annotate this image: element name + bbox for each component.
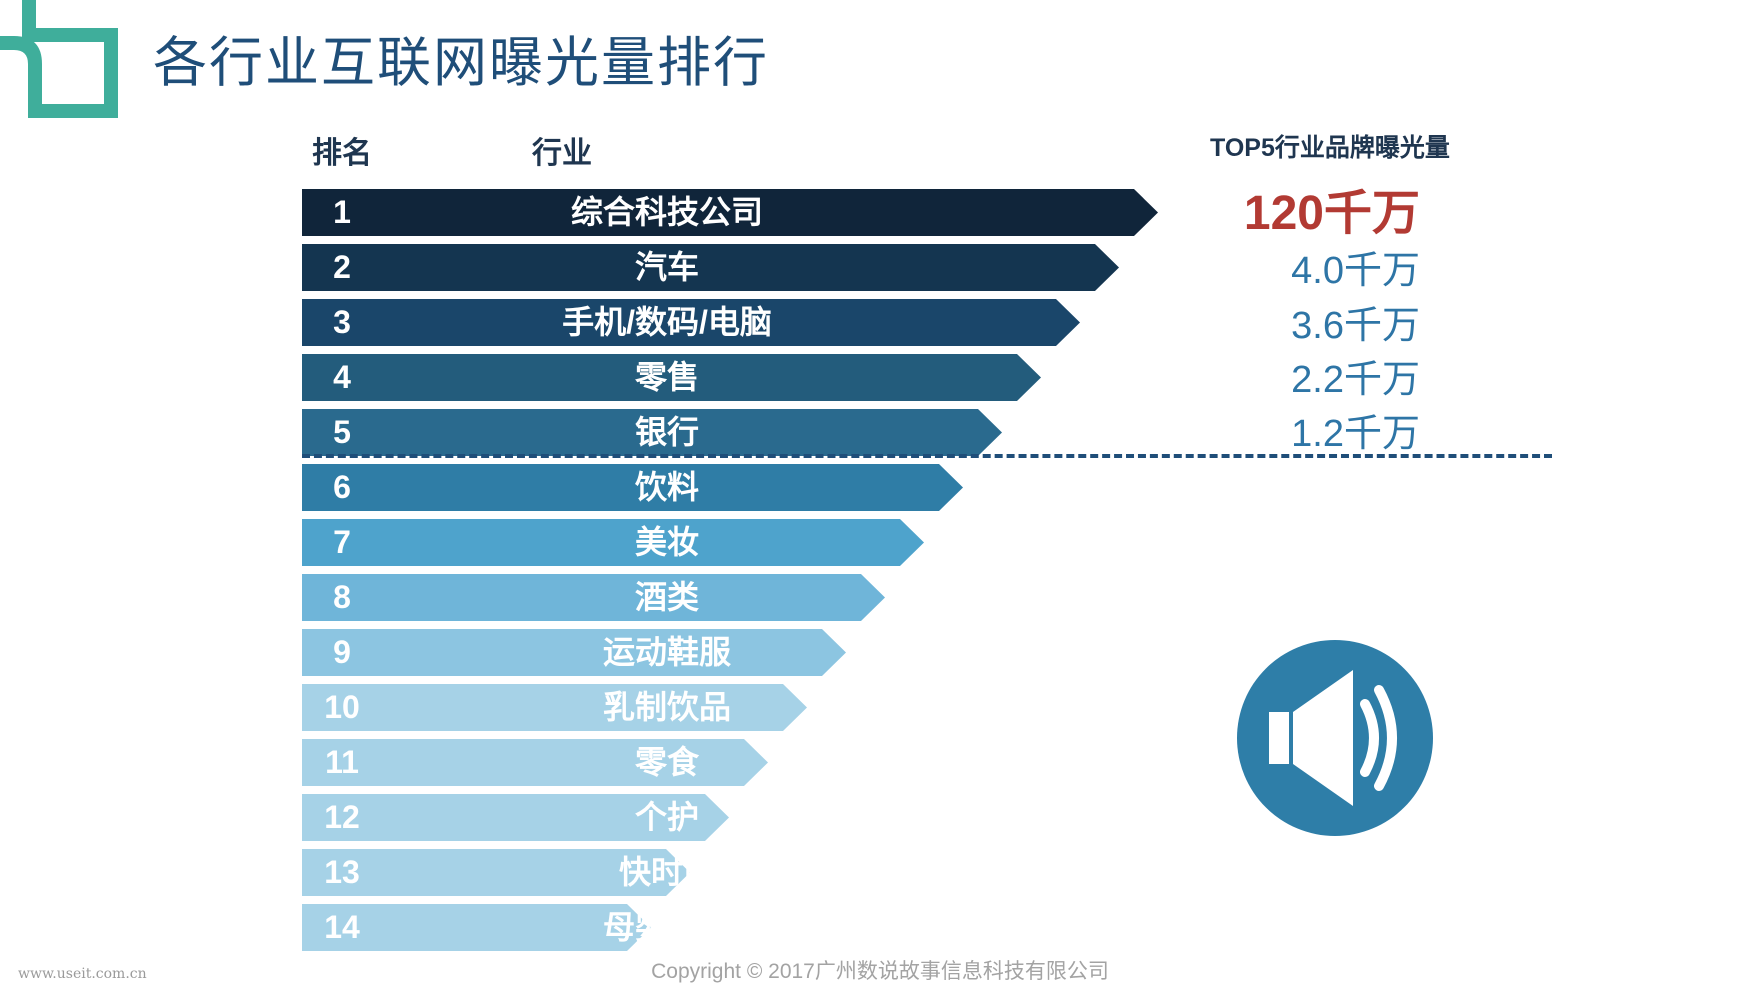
brand-logo xyxy=(0,0,118,118)
watermark-text: www.useit.com.cn xyxy=(18,966,147,982)
industry-label: 运动鞋服 xyxy=(602,634,731,670)
ranking-bar xyxy=(302,299,1080,346)
ranking-row: 7 美妆 xyxy=(302,519,924,566)
rank-column-header: 排名 xyxy=(312,137,372,170)
rank-number: 14 xyxy=(324,909,360,945)
industry-label: 手机/数码/电脑 xyxy=(562,304,772,340)
rank-number: 4 xyxy=(333,359,351,395)
ranking-bar xyxy=(302,684,807,731)
ranking-row: 14 母婴用品 xyxy=(302,904,731,951)
industry-label: 乳制饮品 xyxy=(602,689,731,725)
ranking-bar xyxy=(302,794,729,841)
top-value: 1.2千万 xyxy=(1291,413,1420,455)
rank-number: 7 xyxy=(333,524,351,560)
ranking-row: 12 个护 xyxy=(302,794,729,841)
ranking-row: 1 综合科技公司 xyxy=(302,189,1158,236)
ranking-row: 3 手机/数码/电脑 xyxy=(302,299,1080,346)
ranking-row: 2 汽车 xyxy=(302,244,1119,291)
rank-number: 8 xyxy=(333,579,351,615)
rank-number: 10 xyxy=(324,689,360,725)
rank-number: 12 xyxy=(324,799,360,835)
industry-label: 饮料 xyxy=(634,469,699,505)
industry-column-header: 行业 xyxy=(532,137,592,170)
rank-number: 11 xyxy=(325,744,359,780)
industry-label: 综合科技公司 xyxy=(570,194,763,230)
ranking-row: 11 零食 xyxy=(302,739,768,786)
ranking-bar xyxy=(302,849,690,896)
rank-number: 9 xyxy=(333,634,351,670)
rank-number: 5 xyxy=(333,414,351,450)
rank-number: 3 xyxy=(333,304,351,340)
ranking-bar xyxy=(302,409,1002,456)
ranking-bar xyxy=(302,519,924,566)
top-value: 2.2千万 xyxy=(1291,359,1420,401)
copyright-text: Copyright © 2017广州数说故事信息科技有限公司 xyxy=(651,960,1109,983)
top-value: 4.0千万 xyxy=(1291,250,1420,292)
top5-divider xyxy=(302,454,1552,458)
ranking-bar xyxy=(302,464,963,511)
rank-number: 2 xyxy=(333,249,351,285)
industry-label: 美妆 xyxy=(634,524,699,560)
speaker-volume-icon xyxy=(1237,640,1433,836)
ranking-row: 13 快时尚 xyxy=(302,849,715,896)
ranking-bar xyxy=(302,354,1041,401)
industry-label: 零食 xyxy=(634,744,699,780)
ranking-row: 10 乳制饮品 xyxy=(302,684,807,731)
industry-label: 酒类 xyxy=(634,579,699,615)
industry-label: 母婴用品 xyxy=(602,909,731,945)
industry-label: 汽车 xyxy=(634,249,699,285)
industry-label: 零售 xyxy=(634,359,699,395)
logo-shape xyxy=(0,0,118,118)
industry-label: 银行 xyxy=(634,414,699,450)
ranking-row: 4 零售 xyxy=(302,354,1041,401)
rank-number: 1 xyxy=(333,194,351,230)
industry-label: 快时尚 xyxy=(618,854,715,890)
ranking-bar xyxy=(302,629,846,676)
ranking-row: 9 运动鞋服 xyxy=(302,629,846,676)
ranking-row: 6 饮料 xyxy=(302,464,963,511)
rank-number: 13 xyxy=(324,854,360,890)
ranking-row: 5 银行 xyxy=(302,409,1002,456)
ranking-bar xyxy=(302,739,768,786)
top-value-highlight: 120千万 xyxy=(1243,187,1420,240)
rank-number: 6 xyxy=(333,469,351,505)
page-title: 各行业互联网曝光量排行 xyxy=(153,33,769,93)
ranking-row: 8 酒类 xyxy=(302,574,885,621)
industry-label: 个护 xyxy=(634,799,699,835)
ranking-bar xyxy=(302,244,1119,291)
ranking-bar xyxy=(302,904,651,951)
top-value: 3.6千万 xyxy=(1291,305,1420,347)
ranking-bar xyxy=(302,574,885,621)
ranking-bar xyxy=(302,189,1158,236)
top5-column-header: TOP5行业品牌曝光量 xyxy=(1210,134,1450,162)
